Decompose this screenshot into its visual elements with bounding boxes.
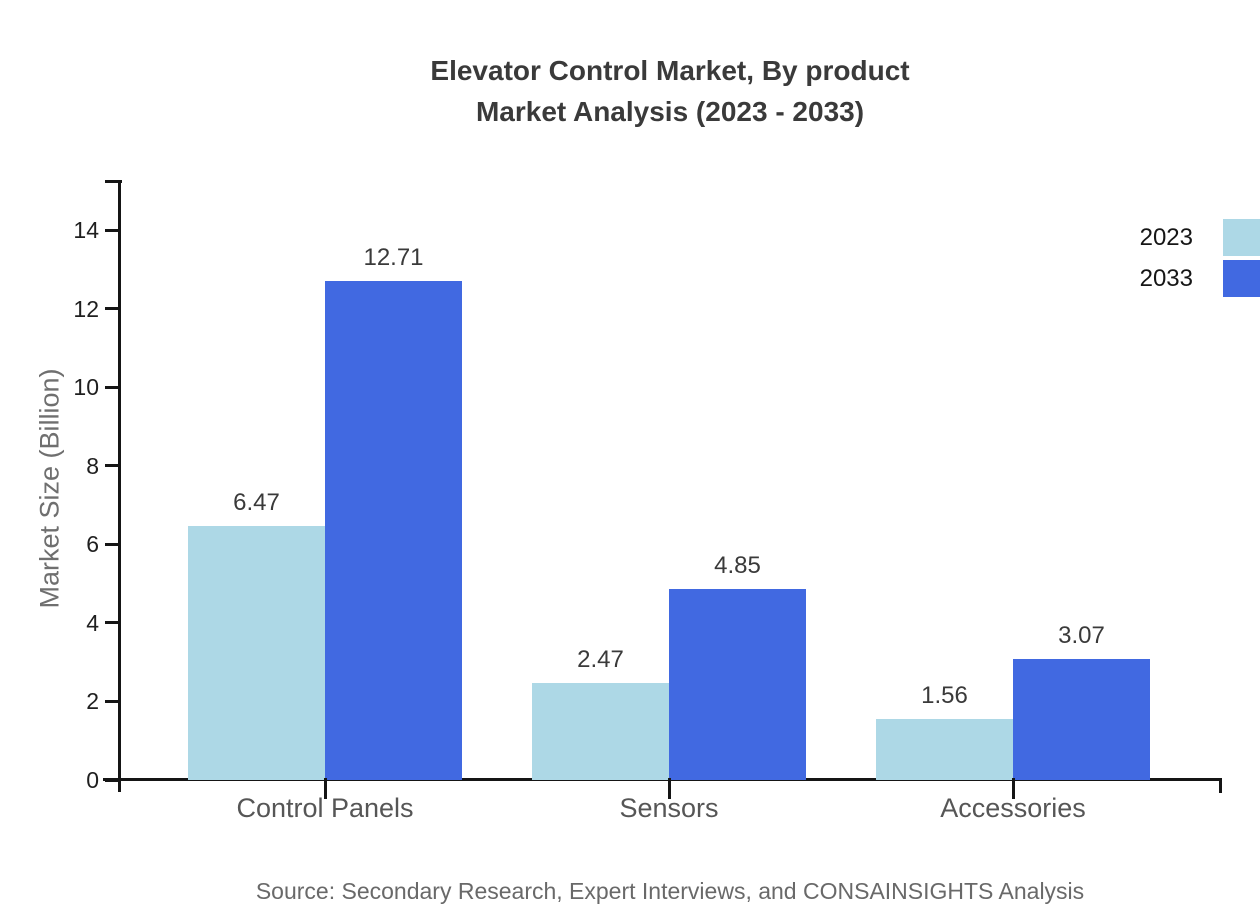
bar-value-label: 3.07 xyxy=(1058,622,1105,650)
bar-2023-accessories xyxy=(876,718,1013,780)
bar-value-label: 4.85 xyxy=(714,552,761,580)
y-tick-mark xyxy=(105,307,119,311)
y-tick-mark xyxy=(105,464,119,468)
y-tick-mark xyxy=(105,699,119,703)
legend-item-2023: 2023 xyxy=(1138,219,1260,256)
y-axis-end-cap xyxy=(105,180,122,183)
y-tick-label: 12 xyxy=(73,295,99,322)
legend-swatch-2023 xyxy=(1223,219,1260,256)
x-tick-mark xyxy=(1011,778,1015,799)
y-tick-label: 0 xyxy=(86,767,99,793)
legend-swatch-2033 xyxy=(1223,260,1260,297)
bar-value-label: 6.47 xyxy=(233,488,280,516)
y-tick-label: 6 xyxy=(86,531,99,558)
bar-2033-sensors xyxy=(669,589,806,780)
x-tick-mark xyxy=(323,778,327,799)
bar-2023-sensors xyxy=(532,682,669,780)
y-tick-label: 2 xyxy=(86,688,99,715)
bar-value-label: 2.47 xyxy=(577,645,624,673)
source-attribution: Source: Secondary Research, Expert Inter… xyxy=(255,878,1085,904)
legend: 2023 2033 xyxy=(1138,219,1260,301)
x-category-label: Accessories xyxy=(940,793,1086,823)
y-tick-mark xyxy=(105,621,119,625)
y-tick-label: 8 xyxy=(86,452,99,479)
legend-item-2033: 2033 xyxy=(1138,260,1260,297)
bar-value-label: 12.71 xyxy=(363,243,424,271)
x-axis-end-cap xyxy=(1219,778,1222,793)
x-category-label: Control Panels xyxy=(236,793,414,823)
bar-value-label: 1.56 xyxy=(921,681,968,709)
y-tick-mark xyxy=(105,385,119,389)
x-category-label: Sensors xyxy=(619,793,719,823)
bar-2033-accessories xyxy=(1013,659,1150,780)
bar-2023-control-panels xyxy=(188,525,325,780)
chart-title-line1: Elevator Control Market, By product xyxy=(430,55,910,86)
legend-label: 2033 xyxy=(1139,264,1193,292)
y-tick-mark xyxy=(105,228,119,232)
chart-title: Elevator Control Market, By product Mark… xyxy=(170,50,1170,132)
y-tick-label: 10 xyxy=(73,374,99,401)
x-tick-mark xyxy=(667,778,671,799)
y-axis-line xyxy=(118,180,121,792)
bar-2033-control-panels xyxy=(325,280,462,780)
y-tick-label: 14 xyxy=(73,217,99,243)
y-tick-mark xyxy=(105,542,119,546)
y-tick-mark xyxy=(105,778,119,782)
y-tick-label: 4 xyxy=(86,609,99,636)
legend-label: 2023 xyxy=(1139,223,1193,251)
chart-title-line2: Market Analysis (2023 - 2033) xyxy=(475,96,865,127)
